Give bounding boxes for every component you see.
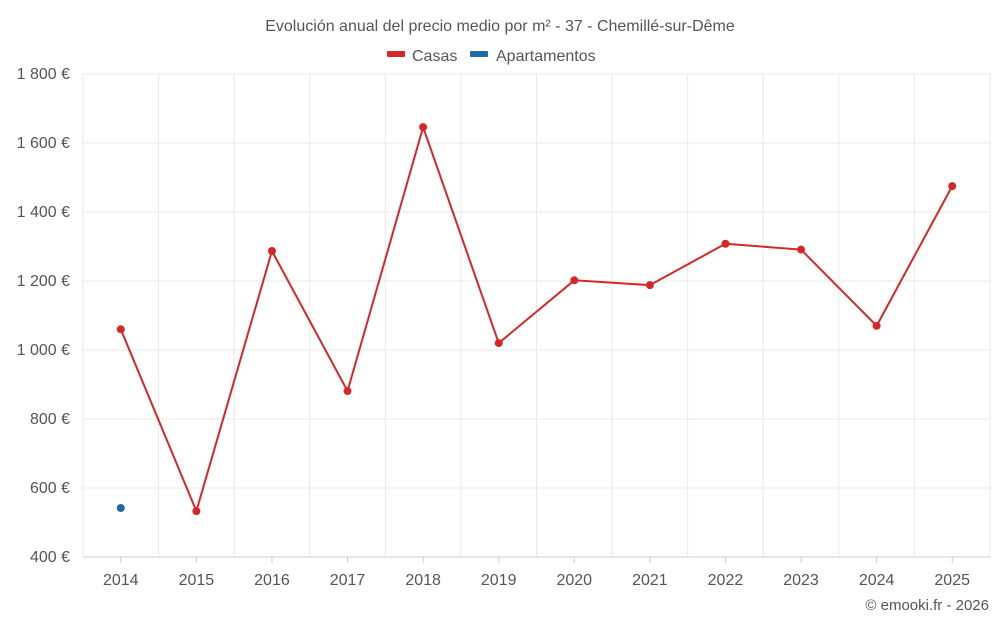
x-tick-label: 2024 — [859, 572, 895, 589]
y-tick-label: 1 400 € — [17, 204, 70, 221]
y-tick-label: 1 800 € — [17, 66, 70, 83]
y-tick-label: 1 600 € — [17, 135, 70, 152]
y-axis-ticks: 400 € 600 € 800 € 1 000 € 1 200 € 1 400 € 1 60… — [17, 66, 70, 566]
x-tick-label: 2019 — [481, 572, 517, 589]
data-point-apartamentos-2014[interactable] — [116, 504, 125, 513]
legend-label-apartamentos: Apartamentos — [496, 48, 596, 65]
series-line-casas — [119, 126, 954, 513]
x-axis-ticks: 2014 2015 2016 2017 2018 2019 2020 2021 2022 2023… — [103, 572, 970, 589]
series — [116, 123, 957, 516]
legend-swatch-casas — [387, 51, 405, 57]
data-point-casas-2017[interactable] — [343, 387, 352, 396]
data-point-casas-2018[interactable] — [419, 123, 428, 132]
y-tick-label: 1 000 € — [17, 342, 70, 359]
grid — [82, 73, 991, 557]
data-point-casas-2019[interactable] — [494, 339, 503, 348]
x-tick-label: 2017 — [330, 572, 366, 589]
x-tick-label: 2018 — [405, 572, 441, 589]
x-tick-label: 2023 — [783, 572, 819, 589]
legend: Casas Apartamentos — [387, 48, 596, 65]
x-tick-label: 2020 — [556, 572, 592, 589]
data-point-casas-2020[interactable] — [570, 276, 579, 285]
credit-text: © emooki.fr - 2026 — [865, 597, 989, 614]
y-tick-label: 400 € — [30, 549, 70, 566]
legend-item-apartamentos[interactable]: Apartamentos — [470, 48, 596, 65]
data-point-casas-2021[interactable] — [645, 281, 654, 290]
data-point-casas-2014[interactable] — [116, 325, 125, 334]
x-tick-label: 2016 — [254, 572, 290, 589]
data-point-casas-2023[interactable] — [797, 245, 806, 254]
y-tick-label: 800 € — [30, 411, 70, 428]
y-tick-label: 1 200 € — [17, 273, 70, 290]
data-point-casas-2016[interactable] — [267, 246, 276, 255]
x-tick-label: 2021 — [632, 572, 668, 589]
axes — [83, 556, 990, 563]
legend-label-casas: Casas — [412, 48, 457, 65]
legend-item-casas[interactable]: Casas — [387, 48, 457, 65]
x-tick-label: 2025 — [934, 572, 970, 589]
data-point-casas-2022[interactable] — [721, 239, 730, 248]
data-point-casas-2025[interactable] — [948, 182, 957, 191]
data-point-casas-2024[interactable] — [872, 321, 881, 330]
legend-swatch-apartamentos — [470, 51, 488, 57]
data-point-casas-2015[interactable] — [192, 507, 201, 516]
chart-title: Evolución anual del precio medio por m² … — [265, 18, 735, 35]
x-tick-label: 2014 — [103, 572, 139, 589]
y-tick-label: 600 € — [30, 480, 70, 497]
x-tick-label: 2015 — [179, 572, 215, 589]
x-tick-label: 2022 — [708, 572, 744, 589]
